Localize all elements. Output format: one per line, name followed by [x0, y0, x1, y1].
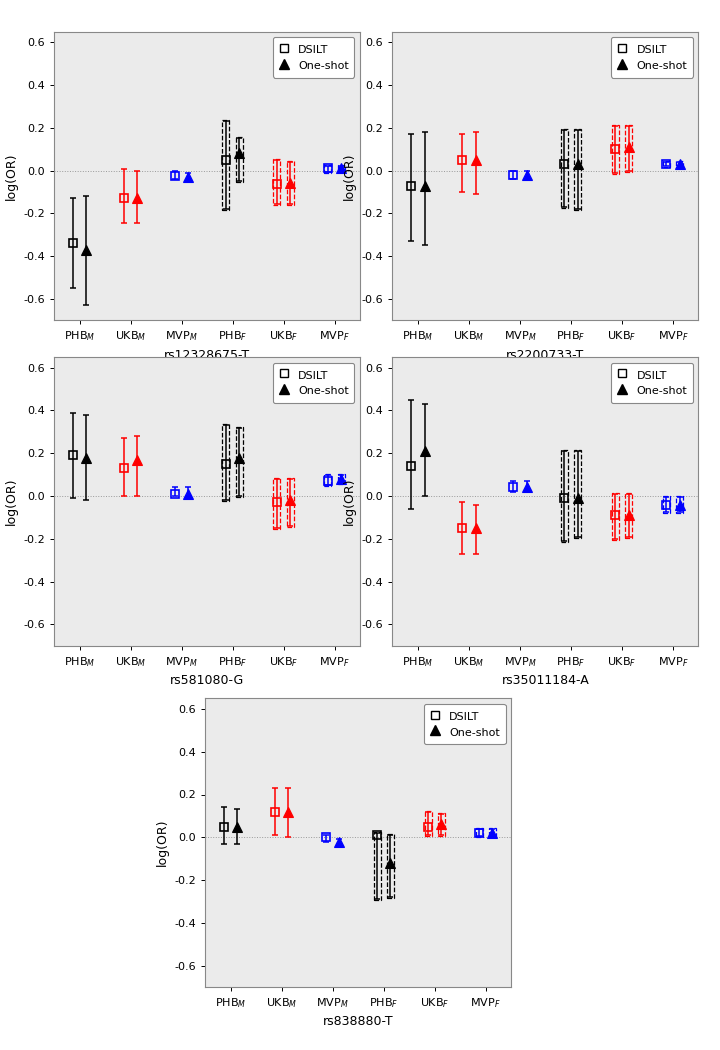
Bar [625, 125, 632, 171]
Bar [222, 121, 230, 210]
Bar [222, 424, 230, 502]
Bar [662, 161, 670, 167]
Y-axis label: log(OR): log(OR) [4, 478, 18, 525]
Bar [676, 496, 683, 513]
Bar [425, 811, 432, 836]
Bar [287, 478, 294, 527]
X-axis label: rs35011184-A: rs35011184-A [502, 674, 589, 687]
Bar [561, 450, 568, 542]
Legend: DSILT, One-shot: DSILT, One-shot [611, 37, 693, 78]
Bar [324, 474, 331, 486]
Legend: DSILT, One-shot: DSILT, One-shot [273, 362, 354, 403]
Bar [324, 165, 331, 172]
Bar [475, 827, 482, 837]
Bar [387, 834, 394, 898]
Bar [338, 165, 345, 170]
Bar [625, 492, 632, 538]
Y-axis label: log(OR): log(OR) [343, 478, 356, 525]
Bar [287, 161, 294, 205]
Bar [274, 478, 281, 529]
Bar [235, 138, 243, 183]
X-axis label: rs2200733-T: rs2200733-T [506, 349, 585, 361]
Bar [489, 827, 496, 837]
Y-axis label: log(OR): log(OR) [4, 152, 18, 200]
Bar [574, 129, 581, 210]
Bar [676, 161, 683, 167]
Bar [438, 813, 445, 836]
Y-axis label: log(OR): log(OR) [156, 819, 169, 866]
Bar [374, 832, 381, 901]
Bar [338, 474, 345, 484]
X-axis label: rs581080-G: rs581080-G [170, 674, 244, 687]
Bar [561, 129, 568, 208]
Legend: DSILT, One-shot: DSILT, One-shot [611, 362, 693, 403]
Bar [612, 492, 618, 540]
Bar [274, 159, 281, 205]
Bar [574, 450, 581, 538]
Y-axis label: log(OR): log(OR) [343, 152, 356, 200]
X-axis label: rs838880-T: rs838880-T [323, 1015, 394, 1028]
Bar [662, 496, 670, 513]
Legend: DSILT, One-shot: DSILT, One-shot [273, 37, 354, 78]
X-axis label: rs12328675-T: rs12328675-T [164, 349, 250, 361]
Bar [235, 426, 243, 497]
Bar [612, 125, 618, 173]
Legend: DSILT, One-shot: DSILT, One-shot [424, 704, 505, 744]
